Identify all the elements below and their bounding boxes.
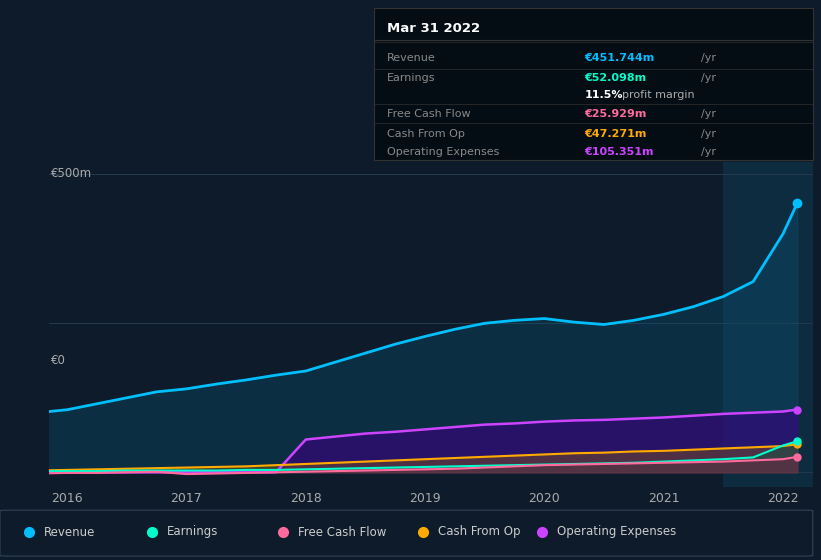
Text: /yr: /yr: [701, 129, 716, 139]
Text: €500m: €500m: [51, 167, 92, 180]
Text: €105.351m: €105.351m: [585, 147, 654, 157]
Text: Cash From Op: Cash From Op: [387, 129, 465, 139]
Text: profit margin: profit margin: [621, 90, 695, 100]
Text: €451.744m: €451.744m: [585, 53, 654, 63]
Text: Free Cash Flow: Free Cash Flow: [387, 109, 470, 119]
Text: 11.5%: 11.5%: [585, 90, 623, 100]
Text: /yr: /yr: [701, 73, 716, 83]
Text: /yr: /yr: [701, 109, 716, 119]
Text: €0: €0: [51, 354, 66, 367]
Text: Earnings: Earnings: [387, 73, 435, 83]
Text: Operating Expenses: Operating Expenses: [387, 147, 499, 157]
Text: €47.271m: €47.271m: [585, 129, 647, 139]
Text: Revenue: Revenue: [44, 525, 95, 539]
Text: €52.098m: €52.098m: [585, 73, 646, 83]
Text: /yr: /yr: [701, 53, 716, 63]
Text: Earnings: Earnings: [167, 525, 218, 539]
Bar: [723, 162, 813, 487]
Text: €25.929m: €25.929m: [585, 109, 647, 119]
Text: Mar 31 2022: Mar 31 2022: [387, 22, 479, 35]
Text: Free Cash Flow: Free Cash Flow: [298, 525, 387, 539]
Text: /yr: /yr: [701, 147, 716, 157]
Text: Operating Expenses: Operating Expenses: [557, 525, 676, 539]
Text: Cash From Op: Cash From Op: [438, 525, 520, 539]
FancyBboxPatch shape: [0, 510, 813, 556]
Text: Revenue: Revenue: [387, 53, 435, 63]
